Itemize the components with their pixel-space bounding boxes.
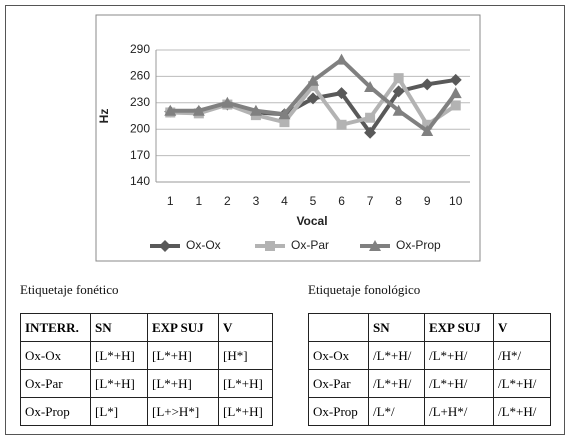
marker bbox=[365, 112, 376, 123]
table-cell: [H*] bbox=[218, 341, 273, 370]
table-cell: Ox-Ox bbox=[308, 341, 369, 370]
header-cell bbox=[308, 313, 369, 342]
marker bbox=[421, 124, 434, 136]
table-title: Etiquetaje fonológico bbox=[308, 282, 421, 297]
marker bbox=[335, 87, 348, 100]
header-cell: V bbox=[493, 313, 551, 342]
header-cell: INTERR. bbox=[20, 313, 91, 342]
table-cell: /L+H*/ bbox=[424, 397, 494, 426]
table-cell: Ox-Prop bbox=[308, 397, 369, 426]
table-row: Ox-Prop [L*] [L+>H*] [L*+H] bbox=[20, 397, 273, 426]
y-axis-label: Hz bbox=[97, 109, 111, 124]
marker bbox=[278, 108, 291, 120]
table-row: Ox-Ox [L*+H] [L*+H] [H*] bbox=[20, 341, 273, 370]
x-tick-label: 3 bbox=[253, 194, 260, 208]
y-tick-label: 200 bbox=[130, 121, 150, 135]
table-cell: Ox-Prop bbox=[20, 397, 91, 426]
y-tick-label: 170 bbox=[130, 148, 150, 162]
marker bbox=[249, 104, 262, 116]
header-row: SN EXP SUJ V bbox=[308, 313, 551, 342]
y-tick-label: 290 bbox=[130, 42, 150, 56]
header-cell: V bbox=[218, 313, 273, 342]
marker bbox=[159, 240, 171, 252]
x-tick-label: 7 bbox=[367, 194, 374, 208]
y-tick-label: 260 bbox=[130, 69, 150, 83]
marker bbox=[221, 96, 234, 108]
table-cell: [L*+H] bbox=[147, 369, 219, 398]
table: SN EXP SUJ V Ox-Ox/L*+H//L*+H//H*/Ox-Par/L*… bbox=[308, 313, 551, 426]
y-tick-label: 140 bbox=[130, 174, 150, 188]
marker bbox=[369, 240, 381, 251]
marker bbox=[192, 104, 205, 116]
header-cell: EXP SUJ bbox=[147, 313, 219, 342]
marker bbox=[421, 78, 434, 91]
marker bbox=[307, 74, 319, 86]
table-cell: /L*/ bbox=[368, 397, 425, 426]
table-cell: /L*+H/ bbox=[368, 341, 425, 370]
table-cell: [L*+H] bbox=[218, 397, 273, 426]
marker bbox=[449, 87, 462, 99]
header-row: INTERR. SN EXP SUJ V bbox=[20, 313, 273, 342]
marker bbox=[336, 119, 347, 130]
table-cell: Ox-Par bbox=[308, 369, 369, 398]
x-tick-label: 1 bbox=[195, 194, 202, 208]
header-cell: SN bbox=[368, 313, 425, 342]
marker bbox=[265, 241, 275, 251]
marker bbox=[279, 117, 290, 128]
marker bbox=[449, 73, 462, 86]
table-cell: [L+>H*] bbox=[147, 397, 219, 426]
marker bbox=[164, 104, 177, 116]
table-row: Ox-Prop/L*//L+H*//L*+H/ bbox=[308, 397, 551, 426]
marker bbox=[364, 126, 377, 139]
x-tick-label: 4 bbox=[281, 194, 288, 208]
x-tick-label: 10 bbox=[449, 194, 463, 208]
table-cell: /H*/ bbox=[493, 341, 551, 370]
table-cell: Ox-Par bbox=[20, 369, 91, 398]
table-row: Ox-Par [L*+H] [L*+H] [L*+H] bbox=[20, 369, 273, 398]
marker bbox=[392, 104, 405, 116]
y-tick-label: 230 bbox=[130, 95, 150, 109]
marker bbox=[307, 92, 319, 105]
table-cell: [L*+H] bbox=[147, 341, 219, 370]
chart-panel bbox=[95, 14, 481, 262]
x-tick-label: 5 bbox=[310, 194, 317, 208]
legend-label: Ox-Ox bbox=[186, 238, 221, 252]
figure-frame bbox=[5, 5, 565, 435]
marker bbox=[364, 80, 377, 92]
header-cell: EXP SUJ bbox=[424, 313, 494, 342]
marker bbox=[393, 73, 404, 84]
table: INTERR. SN EXP SUJ V Ox-Ox [L*+H] [L*+H] [H*] Ox… bbox=[20, 313, 273, 426]
table-title: Etiquetaje fonético bbox=[20, 282, 119, 297]
x-axis-label: Vocal bbox=[296, 214, 327, 228]
marker bbox=[450, 100, 461, 111]
table-row: Ox-Par/L*+H//L*+H//L*+H/ bbox=[308, 369, 551, 398]
table-cell: /L*+H/ bbox=[493, 397, 551, 426]
table-cell: /L*+H/ bbox=[424, 369, 494, 398]
x-tick-label: 6 bbox=[338, 194, 345, 208]
x-tick-label: 8 bbox=[395, 194, 402, 208]
legend-label: Ox-Prop bbox=[396, 238, 441, 252]
marker bbox=[308, 81, 318, 92]
table-cell: [L*+H] bbox=[90, 369, 148, 398]
marker bbox=[392, 85, 405, 98]
table-cell: Ox-Ox bbox=[20, 341, 91, 370]
x-tick-label: 2 bbox=[224, 194, 231, 208]
marker bbox=[335, 53, 348, 65]
table-cell: [L*+H] bbox=[218, 369, 273, 398]
x-tick-label: 9 bbox=[424, 194, 431, 208]
table-cell: /L*+H/ bbox=[493, 369, 551, 398]
table-cell: /L*+H/ bbox=[368, 369, 425, 398]
table-cell: [L*+H] bbox=[90, 341, 148, 370]
table-row: Ox-Ox/L*+H//L*+H//H*/ bbox=[308, 341, 551, 370]
header-cell: SN bbox=[90, 313, 148, 342]
x-tick-label: 1 bbox=[167, 194, 174, 208]
table-cell: /L*+H/ bbox=[424, 341, 494, 370]
legend-label: Ox-Par bbox=[291, 238, 329, 252]
table-cell: [L*] bbox=[90, 397, 148, 426]
marker bbox=[422, 119, 433, 130]
